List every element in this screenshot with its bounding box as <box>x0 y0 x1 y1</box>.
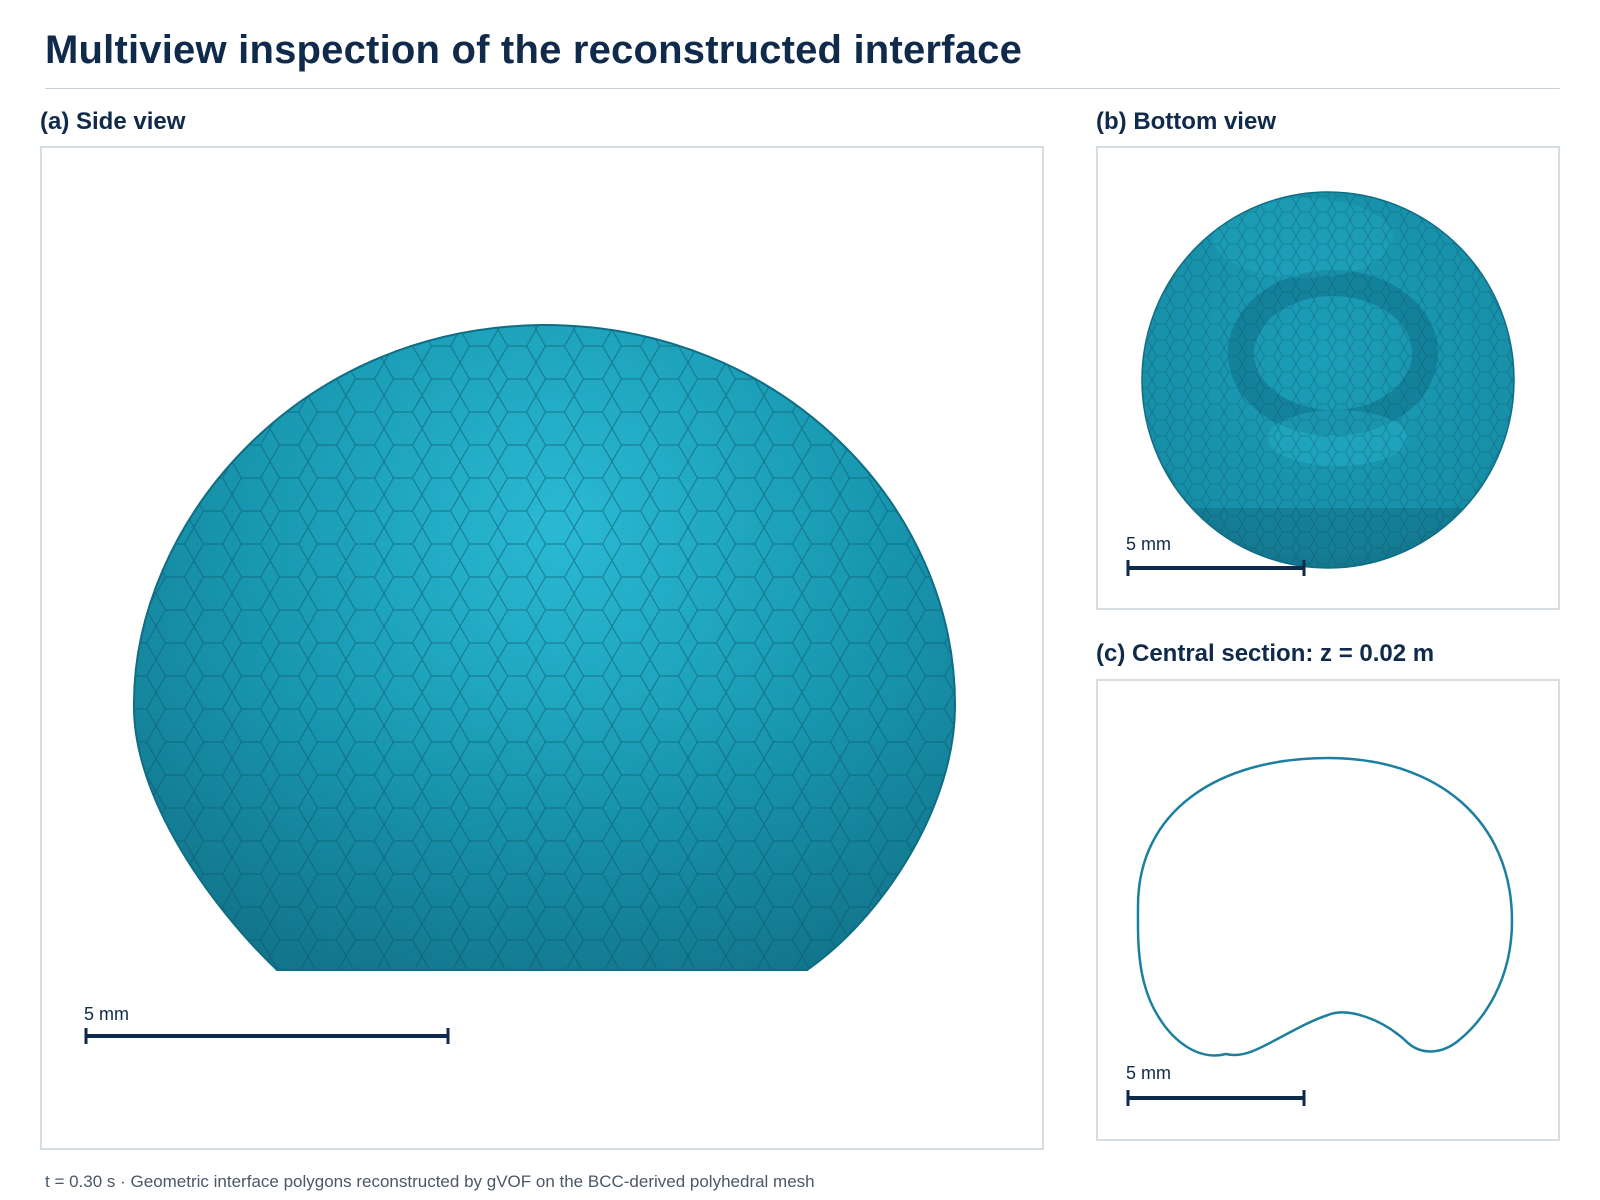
section-outline-render <box>1126 756 1514 1106</box>
side-view-title: (a) Side view <box>40 108 186 135</box>
side-view-droplet-render <box>84 323 957 1044</box>
bottom-view-panel: 5 mm <box>1096 146 1560 610</box>
page-title: Multiview inspection of the reconstructe… <box>45 28 1023 72</box>
bottom-view-title: (b) Bottom view <box>1096 108 1276 135</box>
bottom-view-droplet-render <box>1126 191 1515 576</box>
side-scale-label: 5 mm <box>84 1004 129 1024</box>
figure-caption: t = 0.30 s · Geometric interface polygon… <box>45 1172 815 1191</box>
section-scale-label: 5 mm <box>1126 1063 1171 1083</box>
section-interface-outline <box>1136 756 1514 1057</box>
side-view-panel: 5 mm <box>40 146 1044 1150</box>
title-divider <box>45 88 1560 89</box>
section-view-panel: 5 mm <box>1096 679 1560 1141</box>
bottom-scale-label: 5 mm <box>1126 534 1171 554</box>
section-view-title: (c) Central section: z = 0.02 m <box>1096 640 1435 667</box>
